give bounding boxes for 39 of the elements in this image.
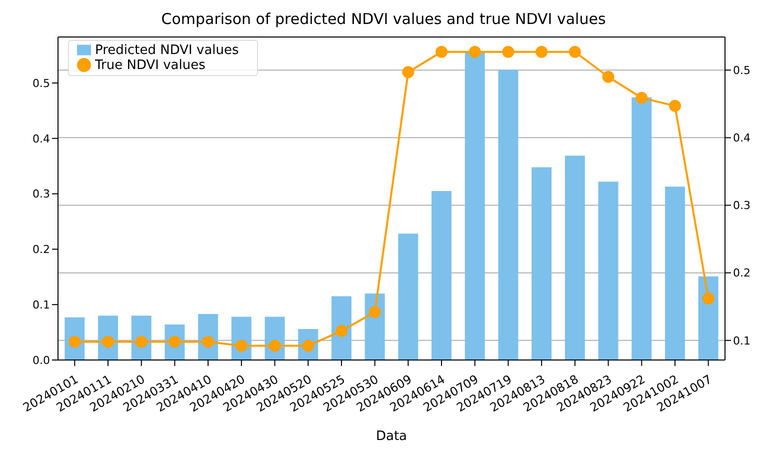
y-tick-label: 0.4 [32,132,50,146]
point [335,324,348,337]
point [268,340,281,352]
bar [698,276,718,360]
bar [632,97,652,360]
point [568,46,581,58]
point [636,92,648,104]
point [536,46,548,58]
y-tick-label: 0.2 [32,243,50,256]
bar [464,52,485,360]
bar [564,156,585,360]
y2-tick-label: 0.1 [733,334,750,348]
y-tick-label: 0.0 [32,354,50,367]
y-tick-label: 0.1 [32,298,50,312]
point [436,46,448,58]
y-tick-label: 0.5 [32,76,50,90]
point [668,100,681,112]
legend-label: True NDVI values [95,58,206,73]
bar [398,234,418,360]
bar [598,182,618,360]
point [402,66,414,78]
y2-tick-label: 0.2 [733,266,750,280]
bar [664,186,685,360]
point [702,292,714,305]
point [468,46,481,58]
x-axis-title: Data [376,429,408,444]
bar [498,70,518,360]
chart-title: Comparison of predicted NDVI values and true NDVI values [160,9,607,30]
point [235,340,248,352]
point [502,46,514,58]
y2-tick-label: 0.5 [733,64,750,78]
point [602,70,614,83]
bar [532,167,552,360]
point [368,306,381,318]
y-tick-label: 0.3 [32,188,50,201]
bar [432,191,452,360]
y2-tick-label: 0.3 [733,199,750,212]
legend-label: Predicted NDVI values [95,43,239,58]
y2-tick-label: 0.4 [733,132,750,145]
